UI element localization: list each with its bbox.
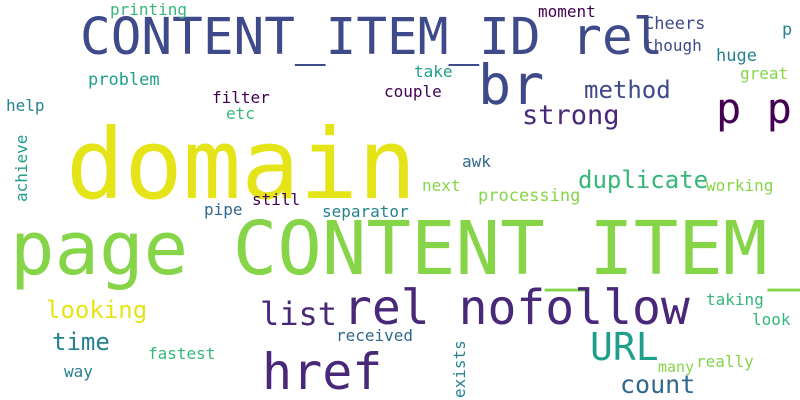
word-strong: strong	[522, 100, 620, 131]
word-really: really	[696, 352, 754, 371]
word-method: method	[584, 76, 671, 104]
word-duplicate: duplicate	[578, 166, 709, 194]
word-url: URL	[590, 325, 659, 369]
word-help: help	[6, 96, 45, 115]
word-br: br	[478, 53, 545, 117]
word-separator: separator	[322, 202, 409, 221]
word-p-p: p p	[716, 84, 792, 133]
word-many: many	[658, 358, 695, 376]
word-moment: moment	[538, 2, 596, 21]
word-pipe: pipe	[204, 200, 243, 219]
word-problem: problem	[88, 70, 160, 90]
word-looking: looking	[46, 296, 148, 324]
word-processing: processing	[478, 186, 581, 206]
word-working: working	[706, 176, 774, 195]
word-couple: couple	[384, 82, 442, 101]
word-received: received	[336, 326, 414, 345]
word-take: take	[414, 62, 453, 81]
word-way: way	[64, 362, 93, 381]
word-domain: domain	[66, 108, 417, 221]
word-content-item-id-rel: CONTENT_ITEM_ID rel	[80, 8, 664, 67]
word-though: though	[644, 36, 702, 55]
word-taking: taking	[706, 290, 764, 309]
word-rel-nofollow: rel nofollow	[343, 280, 690, 336]
word-achieve: achieve	[12, 134, 31, 202]
word-still: still	[252, 190, 301, 209]
word-list: list	[260, 295, 338, 333]
word-exists: exists	[450, 340, 469, 398]
word-fastest: fastest	[148, 344, 216, 363]
word-filter: filter	[212, 88, 270, 107]
word-great: great	[740, 64, 789, 83]
word-huge: huge	[716, 46, 757, 66]
word-printing: printing	[110, 0, 188, 19]
word-next: next	[422, 176, 461, 195]
word-etc: etc	[226, 104, 255, 123]
word-cheers: Cheers	[644, 14, 706, 34]
word-p: p	[782, 20, 793, 40]
word-awk: awk	[462, 152, 491, 171]
word-page-content-item-id: page CONTENT_ITEM_ID	[10, 206, 800, 292]
word-count: count	[620, 370, 696, 399]
word-time: time	[52, 328, 110, 356]
word-look: look	[752, 310, 791, 329]
word-href: href	[262, 343, 383, 400]
